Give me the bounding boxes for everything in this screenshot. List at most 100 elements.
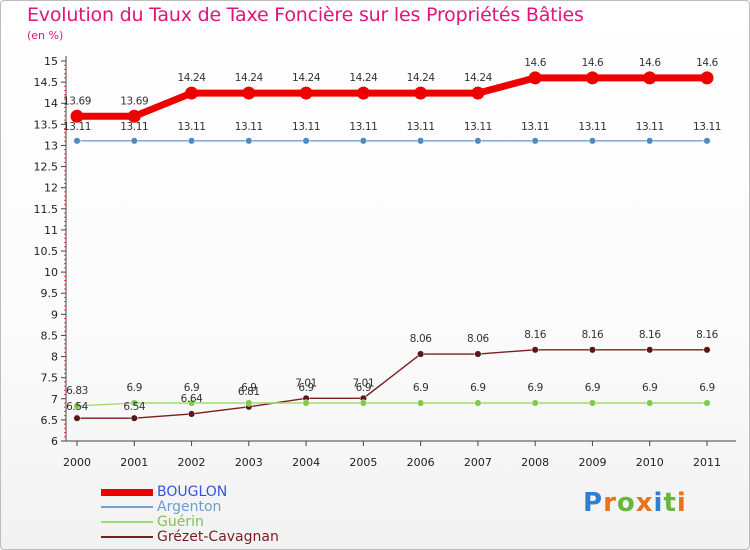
x-tick-label: 2009 (578, 456, 606, 469)
data-label-grezet-cavagnan: 7.01 (295, 377, 317, 389)
y-tick-label: 15 (44, 55, 58, 68)
data-label-bouglon: 14.24 (464, 72, 493, 84)
data-label-grezet-cavagnan: 6.64 (181, 393, 203, 405)
data-point-argenton (187, 137, 196, 145)
data-point-grezet-cavagnan (130, 414, 138, 422)
data-label-bouglon: 14.6 (639, 57, 661, 69)
y-tick-label: 11 (44, 224, 58, 237)
y-tick-label: 8.5 (41, 329, 59, 342)
y-tick-label: 8 (51, 351, 58, 364)
data-point-guerin (646, 399, 654, 407)
data-point-bouglon (414, 86, 428, 100)
data-point-argenton (417, 137, 425, 145)
data-point-bouglon (356, 86, 370, 100)
data-label-grezet-cavagnan: 8.16 (639, 329, 661, 341)
data-point-argenton (245, 137, 253, 145)
y-tick-label: 14.5 (34, 76, 59, 89)
data-label-argenton: 13.11 (464, 121, 492, 133)
data-label-guerin: 6.9 (356, 382, 372, 394)
logo-letter: o (616, 488, 636, 518)
legend-swatch-argenton (101, 506, 153, 508)
data-label-argenton: 13.11 (349, 121, 377, 133)
logo-letter: t (663, 488, 677, 518)
data-point-guerin (417, 399, 425, 407)
data-label-grezet-cavagnan: 8.06 (467, 333, 489, 345)
data-point-grezet-cavagnan (417, 350, 425, 358)
data-point-grezet-cavagnan (703, 346, 711, 354)
logo-letter: i (676, 488, 687, 518)
data-point-argenton (302, 137, 310, 145)
series-line-bouglon (77, 74, 707, 120)
y-tick-label: 6.5 (41, 414, 59, 427)
data-label-guerin: 6.83 (66, 385, 88, 397)
data-label-argenton: 13.11 (578, 121, 606, 133)
data-label-grezet-cavagnan: 8.16 (696, 329, 718, 341)
x-tick-label: 2005 (349, 456, 377, 469)
data-point-argenton (359, 137, 367, 145)
data-label-bouglon: 14.24 (407, 72, 436, 84)
data-label-argenton: 13.11 (120, 121, 148, 133)
logo-letter: x (635, 488, 654, 518)
y-tick-label: 10.5 (34, 245, 59, 258)
legend-swatch-guerin (101, 521, 153, 523)
data-point-argenton (588, 137, 597, 145)
data-label-guerin: 6.9 (184, 382, 200, 394)
data-label-grezet-cavagnan: 8.06 (410, 333, 432, 345)
y-tick-label: 11.5 (34, 203, 59, 216)
data-point-bouglon (185, 86, 199, 100)
data-point-guerin (703, 399, 711, 407)
data-point-argenton (646, 137, 654, 145)
data-label-bouglon: 14.6 (524, 57, 546, 69)
y-tick-label: 12.5 (34, 161, 59, 174)
data-label-guerin: 6.9 (413, 382, 429, 394)
data-label-argenton: 13.11 (178, 121, 206, 133)
data-label-guerin: 6.9 (241, 382, 257, 394)
data-label-bouglon: 14.24 (349, 72, 378, 84)
data-point-bouglon (643, 71, 657, 85)
x-tick-label: 2004 (292, 456, 320, 469)
series-line-guerin (76, 402, 707, 407)
legend-label-guerin: Guérin (157, 514, 204, 530)
data-point-guerin (302, 399, 310, 407)
data-point-argenton (73, 137, 81, 145)
data-label-argenton: 13.11 (292, 121, 320, 133)
data-label-guerin: 6.9 (470, 382, 486, 394)
data-point-bouglon (70, 109, 84, 123)
data-label-bouglon: 13.69 (120, 95, 148, 107)
data-label-grezet-cavagnan: 6.54 (66, 401, 88, 413)
data-point-guerin (359, 399, 367, 407)
data-point-argenton (703, 137, 711, 145)
data-label-grezet-cavagnan: 6.81 (238, 386, 260, 398)
legend-swatch-grezet-cavagnan (101, 536, 153, 538)
y-tick-label: 10 (44, 266, 58, 279)
y-tick-label: 7.5 (41, 372, 59, 385)
legend-label-grezet-cavagnan: Grézet-Cavagnan (157, 529, 279, 545)
data-point-bouglon (585, 71, 599, 85)
logo-letter: P (583, 488, 604, 518)
unit-label: (en %) (27, 29, 64, 42)
data-point-grezet-cavagnan (73, 414, 81, 422)
x-tick-label: 2000 (63, 456, 91, 469)
y-tick-label: 13 (44, 139, 58, 152)
data-label-guerin: 6.9 (585, 382, 601, 394)
data-point-guerin (130, 399, 138, 407)
data-label-guerin: 6.9 (527, 382, 543, 394)
data-point-grezet-cavagnan (646, 346, 654, 354)
data-point-argenton (130, 137, 138, 145)
data-label-guerin: 6.9 (642, 382, 658, 394)
data-point-bouglon (700, 71, 714, 85)
x-tick-label: 2010 (636, 456, 664, 469)
data-point-grezet-cavagnan (187, 410, 196, 418)
x-tick-label: 2002 (178, 456, 206, 469)
data-label-grezet-cavagnan: 8.16 (524, 329, 546, 341)
proxiti-logo: Proxiti (583, 488, 687, 518)
data-point-guerin (531, 399, 539, 407)
x-tick-label: 2001 (120, 456, 148, 469)
data-label-guerin: 6.9 (298, 382, 314, 394)
data-point-argenton (531, 137, 539, 145)
data-label-bouglon: 13.69 (63, 95, 91, 107)
data-label-bouglon: 14.6 (582, 57, 604, 69)
data-point-bouglon (299, 86, 313, 100)
x-tick-label: 2007 (464, 456, 492, 469)
